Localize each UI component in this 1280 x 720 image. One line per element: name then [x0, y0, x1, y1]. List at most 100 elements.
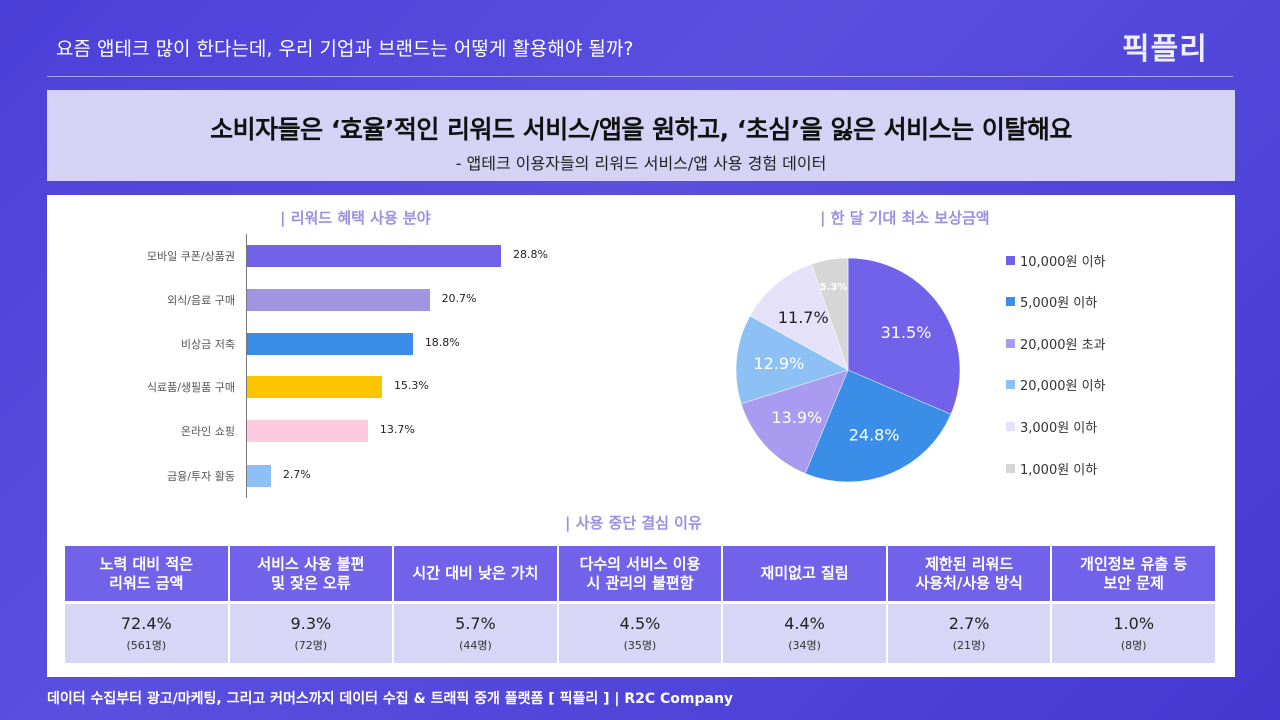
percent-value: 4.4% [784, 614, 825, 633]
percent-value: 1.0% [1113, 614, 1155, 633]
legend-swatch [1006, 422, 1015, 431]
pie-slice [847, 257, 961, 415]
table-cell: 4.5% (35명) [558, 604, 722, 663]
bar-label: 외식/음료 구매 [167, 294, 235, 307]
legend-label: 3,000원 이하 [1020, 421, 1098, 436]
header-line: 시간 대비 낮은 가치 [412, 564, 539, 583]
bar-label: 모바일 쿠폰/상품권 [146, 250, 235, 263]
bar-label: 식료품/생필품 구매 [146, 381, 235, 394]
legend-label: 1,000원 이하 [1020, 463, 1098, 478]
legend-label: 20,000원 초과 [1020, 338, 1106, 353]
bar-label: 금융/투자 활동 [167, 470, 235, 483]
table-header-cell: 제한된 리워드 사용처/사용 방식 [887, 546, 1051, 604]
legend-swatch [1006, 256, 1015, 265]
bar [247, 289, 430, 311]
pie-chart-title: | 한 달 기대 최소 보상금액 [820, 209, 990, 227]
header-line: 사용처/사용 방식 [915, 573, 1023, 592]
header-line: 노력 대비 적은 [99, 554, 193, 573]
legend-swatch [1006, 297, 1015, 306]
pie-slice [811, 257, 849, 371]
respondent-count: (34명) [788, 639, 821, 652]
table-cell: 1.0% (8명) [1052, 604, 1215, 663]
header-line: 시 관리의 불편함 [586, 573, 694, 592]
title-box: 소비자들은 ‘효율’적인 리워드 서비스/앱을 원하고, ‘초심’을 잃은 서비… [47, 90, 1235, 181]
respondent-count: (8명) [1120, 639, 1147, 652]
respondent-count: (561명) [126, 639, 167, 652]
header-line: 개인정보 유출 등 [1080, 554, 1188, 573]
bar [247, 465, 271, 487]
percent-value: 72.4% [120, 614, 172, 633]
legend-label: 20,000원 이하 [1020, 379, 1106, 394]
table-title: | 사용 중단 결심 이유 [565, 514, 702, 532]
pie-chart: 31.5% 24.8% 13.9% 12.9% 11.7% 5.3% [735, 257, 961, 483]
header-line: 재미없고 질림 [760, 564, 849, 583]
header-line: 다수의 서비스 이용 [579, 554, 701, 573]
table-cell: 2.7% (21명) [887, 604, 1051, 663]
pie-value-label: 11.7% [778, 308, 829, 327]
header-line: 제한된 리워드 [925, 554, 1014, 573]
bar-value-label: 13.7% [379, 423, 415, 436]
bar-label: 온라인 쇼핑 [180, 425, 235, 438]
bar [247, 333, 413, 355]
bar-value-label: 20.7% [441, 292, 477, 305]
table-header-cell: 개인정보 유출 등 보안 문제 [1052, 546, 1215, 604]
respondent-count: (21명) [952, 639, 986, 652]
legend-label: 10,000원 이하 [1020, 255, 1106, 270]
legend-item: 10,000원 이하 [1006, 251, 1106, 270]
bar-value-label: 2.7% [282, 468, 311, 481]
pie-value-label: 24.8% [849, 425, 900, 444]
page-title: 소비자들은 ‘효율’적인 리워드 서비스/앱을 원하고, ‘초심’을 잃은 서비… [210, 115, 1072, 144]
pie-value-label: 13.9% [771, 408, 822, 427]
respondent-count: (44명) [459, 639, 492, 652]
page-subtitle: - 앱테크 이용자들의 리워드 서비스/앱 사용 경험 데이터 [455, 154, 827, 173]
table-header-cell: 다수의 서비스 이용 시 관리의 불편함 [558, 546, 722, 604]
bar-value-label: 18.8% [424, 336, 460, 349]
pie-slice [804, 369, 952, 483]
pie-value-label: 31.5% [881, 323, 932, 342]
legend-item: 20,000원 초과 [1006, 334, 1106, 353]
table-header-cell: 서비스 사용 불편 및 잦은 오류 [229, 546, 393, 604]
bar-value-label: 28.8% [513, 248, 548, 261]
respondent-count: (72명) [294, 639, 328, 652]
percent-value: 5.7% [455, 614, 496, 633]
table-header-cell: 재미없고 질림 [723, 546, 886, 604]
percent-value: 9.3% [290, 614, 332, 633]
bar-value-label: 15.3% [393, 379, 429, 392]
bar-label: 비상금 저축 [180, 338, 235, 351]
legend-item: 20,000원 이하 [1006, 375, 1106, 394]
table-cell: 72.4% (561명) [65, 604, 228, 663]
percent-value: 4.5% [619, 614, 661, 633]
pie-slice [749, 263, 849, 371]
divider [47, 76, 1233, 77]
legend-swatch [1006, 339, 1015, 348]
respondent-count: (35명) [623, 639, 657, 652]
header-line: 서비스 사용 불편 [257, 554, 365, 573]
pie-value-label: 5.3% [820, 282, 848, 293]
table-cell: 4.4% (34명) [723, 604, 886, 663]
pie-slice [740, 369, 849, 474]
bar [247, 376, 382, 398]
legend-item: 5,000원 이하 [1006, 292, 1097, 311]
table-cell: 9.3% (72명) [229, 604, 393, 663]
bar [247, 245, 502, 267]
header-line: 보안 문제 [1103, 573, 1164, 592]
header-text: 요즘 앱테크 많이 한다는데, 우리 기업과 브랜드는 어떻게 활용해야 될까? [56, 38, 634, 60]
pie-value-label: 12.9% [753, 354, 804, 373]
footer-text: 데이터 수집부터 광고/마케팅, 그리고 커머스까지 데이터 수집 & 트래픽 … [47, 691, 734, 707]
header-line: 리워드 금액 [109, 573, 184, 592]
legend-label: 5,000원 이하 [1020, 296, 1098, 311]
legend-swatch [1006, 380, 1015, 389]
reasons-table: 노력 대비 적은 리워드 금액 서비스 사용 불편 및 잦은 오류 시간 대비 낮은 가… [63, 546, 1217, 663]
bar-axis [246, 234, 247, 498]
table-header-cell: 노력 대비 적은 리워드 금액 [65, 546, 228, 604]
bar [247, 420, 368, 442]
legend-item: 1,000원 이하 [1006, 459, 1097, 478]
header-line: 및 잦은 오류 [271, 573, 351, 592]
table-header-cell: 시간 대비 낮은 가치 [394, 546, 557, 604]
pickply-logo: 픽플리 [1122, 32, 1208, 67]
table-cell: 5.7% (44명) [394, 604, 557, 663]
legend-item: 3,000원 이하 [1006, 417, 1097, 436]
pie-slice [735, 315, 849, 405]
legend-swatch [1006, 464, 1015, 473]
bar-chart-title: | 리워드 혜택 사용 분야 [280, 209, 431, 227]
